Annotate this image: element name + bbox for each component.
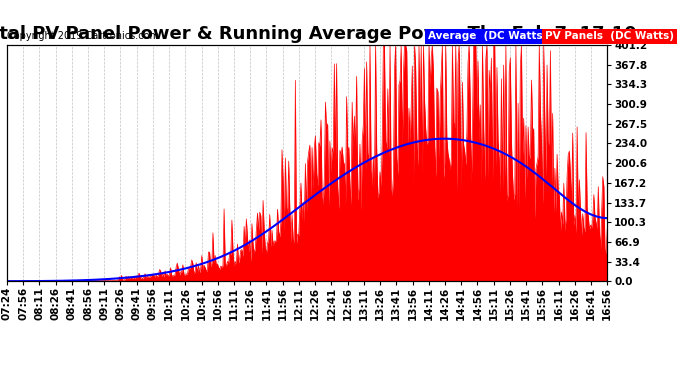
Title: Total PV Panel Power & Running Average Power Thu Feb 7  17:10: Total PV Panel Power & Running Average P…	[0, 26, 637, 44]
Text: Copyright 2019 Cartronics.com: Copyright 2019 Cartronics.com	[7, 32, 159, 41]
Text: PV Panels  (DC Watts): PV Panels (DC Watts)	[545, 32, 674, 41]
Text: Average  (DC Watts): Average (DC Watts)	[428, 32, 547, 41]
